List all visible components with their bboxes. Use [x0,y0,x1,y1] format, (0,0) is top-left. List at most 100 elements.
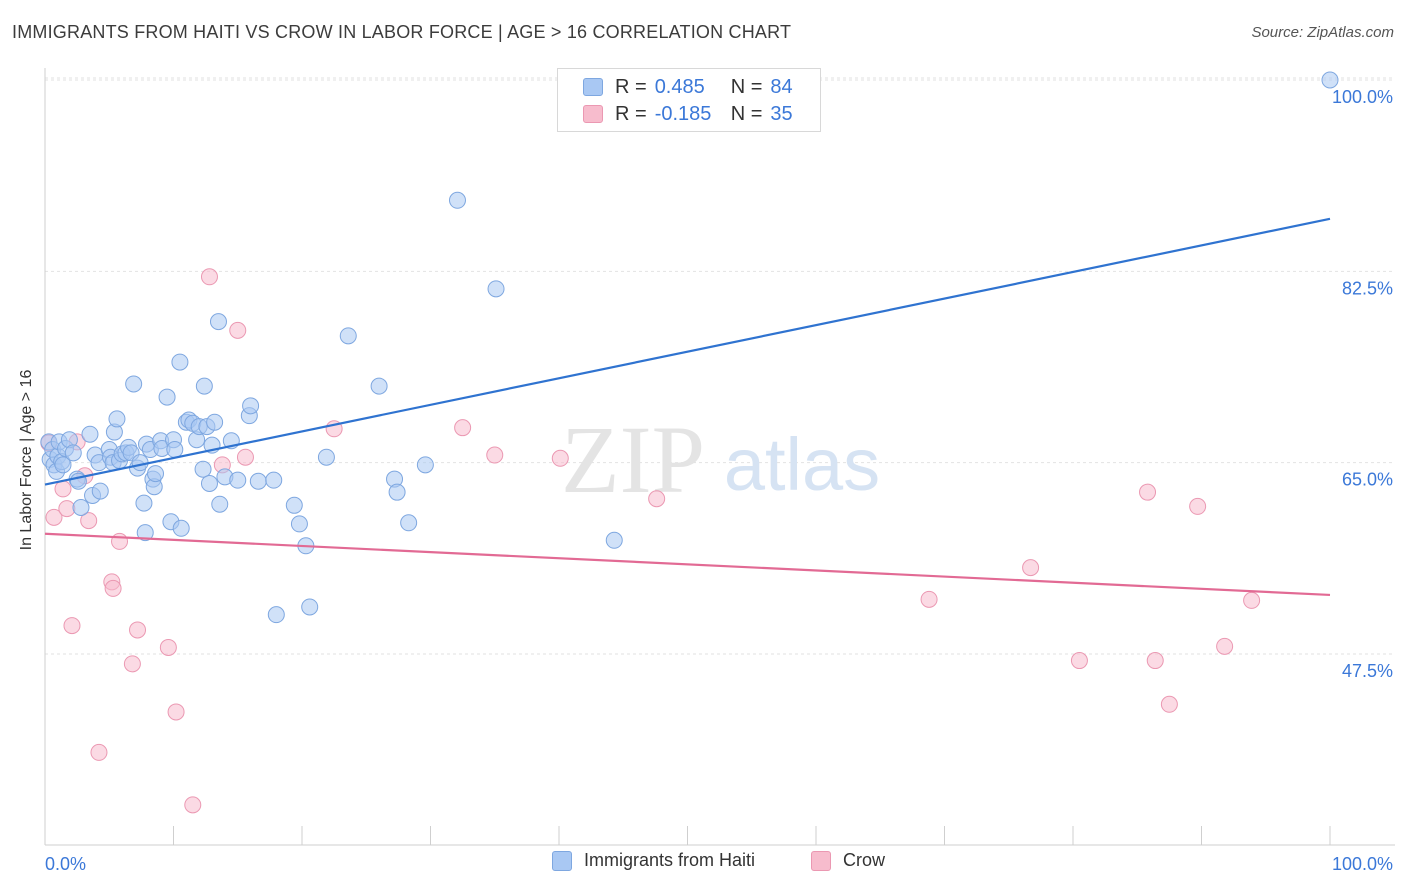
haiti-point [108,410,126,428]
crow-point [551,449,569,467]
crow-point [1160,695,1178,713]
crow-point [123,655,141,673]
y-tick-label: 65.0% [1342,470,1393,490]
haiti-point [81,425,99,443]
crow-n-label: N = [730,102,763,125]
haiti-point [211,495,229,513]
crow-point [1139,483,1157,501]
crow-point [200,268,218,286]
haiti-point [388,483,406,501]
chart-title: IMMIGRANTS FROM HAITI VS CROW IN LABOR F… [12,22,792,42]
haiti-point [605,531,623,549]
haiti-point [229,471,247,489]
watermark: ZIP atlas [561,406,880,513]
haiti-point [158,388,176,406]
haiti-swatch [583,78,603,96]
haiti-trend-line [44,217,1331,486]
haiti-point [147,465,165,483]
crow-r-value: -0.185 [654,102,712,125]
x-tick-label-max: 100.0% [1332,854,1393,874]
crow-point [58,500,76,518]
crow-point [1146,652,1164,670]
haiti-point [172,519,190,537]
watermark-atlas: atlas [724,423,880,506]
haiti-point [135,494,153,512]
legend-crow-label: Crow [843,850,886,870]
trend-lines [44,217,1331,597]
haiti-point [125,375,143,393]
crow-point [184,796,202,814]
watermark-zip: ZIP [561,406,705,513]
legend-haiti-label: Immigrants from Haiti [584,850,756,870]
haiti-point [285,496,303,514]
crow-point [1022,559,1040,577]
haiti-r-label: R = [615,75,647,98]
haiti-point [91,482,109,500]
crow-point [648,490,666,508]
crow-point [63,617,81,635]
crow-point [54,480,72,498]
haiti-point [416,456,434,474]
crow-point [229,321,247,339]
crow-point [236,448,254,466]
haiti-point [54,456,72,474]
crow-point [45,508,63,526]
haiti-point [195,377,213,395]
crow-point [1243,591,1261,609]
crow-point [159,638,177,656]
y-tick-label: 82.5% [1342,278,1393,298]
x-tick-label-min: 0.0% [45,854,86,874]
haiti-point [249,472,267,490]
haiti-n-label: N = [730,75,763,98]
haiti-point [487,280,505,298]
crow-trend-line [44,532,1331,597]
haiti-point [194,460,212,478]
haiti-point [72,498,90,516]
y-axis-label: In Labor Force | Age > 16 [18,369,35,551]
crow-point [920,590,938,608]
crow-point [1216,637,1234,655]
legend-crow-swatch [811,850,831,871]
crow-swatch [583,105,603,123]
haiti-points [40,71,1339,624]
haiti-point [209,313,227,331]
haiti-point [370,377,388,395]
haiti-point [290,515,308,533]
legend-row-crow: R = -0.185 N = 35 [583,103,793,125]
haiti-point [166,441,184,459]
crow-r-label: R = [615,102,647,125]
crow-point [111,532,129,550]
haiti-point [265,471,283,489]
legend-row-haiti: R = 0.485 N = 84 [583,76,793,98]
legend-item-haiti: Immigrants from Haiti [552,850,755,871]
haiti-point [317,448,335,466]
haiti-point [64,444,82,462]
crow-points [40,268,1261,814]
haiti-point [200,474,218,492]
haiti-point [171,353,189,371]
haiti-point [339,327,357,345]
legend-haiti-swatch [552,850,572,871]
legend-item-crow: Crow [811,850,885,871]
crow-point [80,512,98,530]
haiti-point [136,524,154,542]
tick-labels: 47.5% 65.0% 82.5% 100.0% 0.0% 100.0% [45,87,1393,874]
source-label: Source: ZipAtlas.com [1251,24,1394,41]
crow-point [167,703,185,721]
grid-lines [45,77,1395,655]
haiti-point [400,514,418,532]
y-tick-label: 47.5% [1342,661,1393,681]
y-tick-label: 100.0% [1332,87,1393,107]
haiti-point [1321,71,1339,89]
crow-n-value: 35 [770,102,793,125]
crow-point [454,419,472,437]
crow-point [90,743,108,761]
haiti-r-value: 0.485 [654,75,705,98]
haiti-point [242,397,260,415]
haiti-point [206,413,224,431]
crow-point [129,621,147,639]
correlation-legend: R = 0.485 N = 84 R = -0.185 N = 35 [557,68,821,132]
haiti-n-value: 84 [770,75,793,98]
haiti-point [301,598,319,616]
